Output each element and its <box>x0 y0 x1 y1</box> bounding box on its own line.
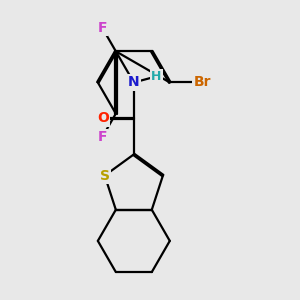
Text: O: O <box>97 111 109 125</box>
Text: S: S <box>100 169 110 182</box>
Text: N: N <box>128 76 140 89</box>
Text: H: H <box>151 70 162 83</box>
Text: F: F <box>98 130 107 144</box>
Text: F: F <box>98 21 107 35</box>
Text: Br: Br <box>194 76 211 89</box>
